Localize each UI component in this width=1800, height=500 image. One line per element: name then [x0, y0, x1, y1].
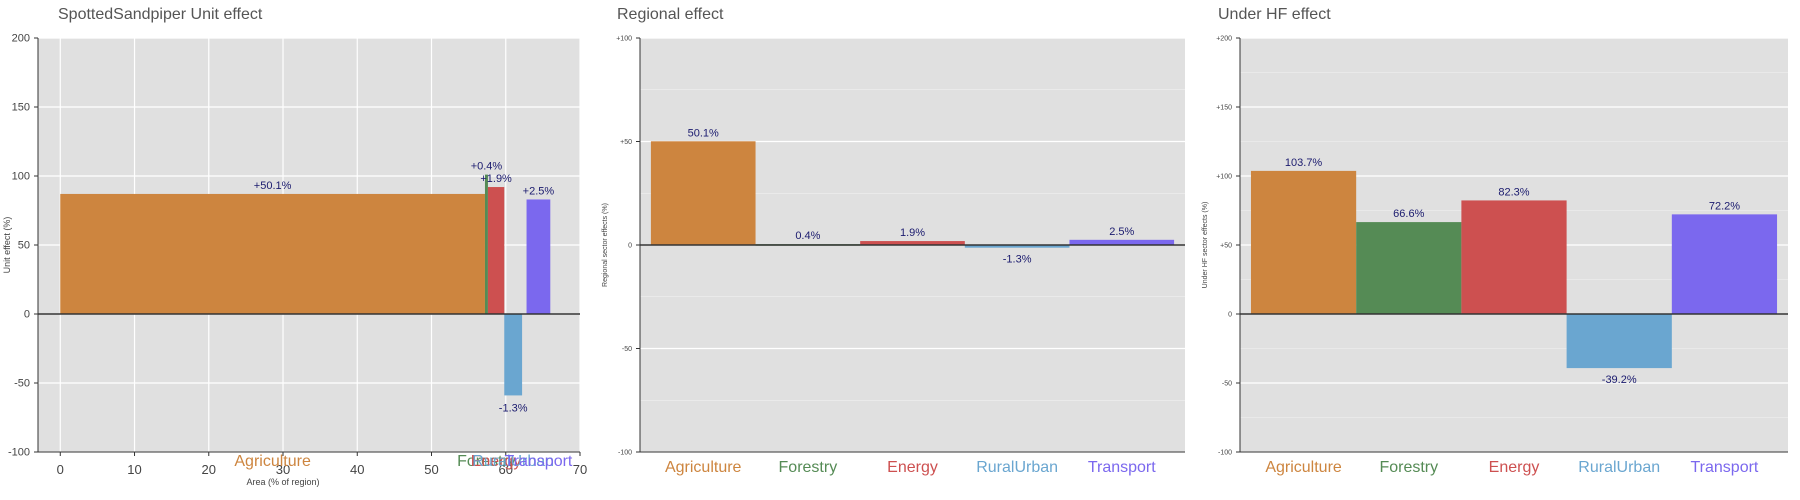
x-tick-label: 30 — [276, 462, 290, 477]
data-label-agriculture: 50.1% — [688, 127, 719, 139]
bar-agriculture — [1250, 170, 1357, 314]
y-tick-label: 150 — [12, 102, 30, 114]
data-label-energy: 1.9% — [900, 227, 925, 239]
bar-transport — [1069, 239, 1175, 245]
x-tick-label: 40 — [350, 462, 364, 477]
bar-ruralurban — [1566, 314, 1672, 369]
x-tick-label: 0 — [57, 462, 64, 477]
x-tick-label: 60 — [499, 462, 513, 477]
y-tick-label: -100 — [618, 449, 632, 456]
x-tick-label: 10 — [127, 462, 141, 477]
category-label-transport: Transport — [1690, 459, 1758, 476]
data-label-transport: +2.5% — [523, 185, 555, 197]
bar-agriculture — [60, 193, 485, 314]
data-label-ruralurban: -1.3% — [1003, 254, 1032, 266]
category-label-ruralurban: RuralUrban — [1578, 459, 1660, 476]
bar-ruralurban — [504, 314, 523, 396]
category-label-ruralurban: RuralUrban — [472, 453, 554, 470]
y-tick-label: +100 — [616, 35, 632, 42]
data-label-energy: +1.9% — [480, 173, 512, 185]
y-tick-label: -50 — [1222, 380, 1232, 387]
data-label-transport: 72.2% — [1709, 200, 1740, 212]
category-label-energy: Energy — [471, 453, 522, 470]
y-axis-title: Regional sector effects (%) — [602, 203, 609, 287]
data-label-transport: 2.5% — [1109, 226, 1134, 238]
y-tick-label: +150 — [1216, 104, 1232, 111]
y-tick-label: 0 — [628, 242, 632, 249]
y-tick-label: 0 — [24, 309, 30, 321]
data-label-forestry: +0.4% — [471, 161, 503, 173]
bar-agriculture — [650, 141, 756, 245]
category-label-forestry: Forestry — [779, 459, 838, 476]
unit-effect-panel: SpottedSandpiper Unit effect -100 -50 0 50 1… — [2, 6, 587, 487]
data-label-ruralurban: -1.3% — [499, 402, 528, 414]
y-tick-label: +50 — [1220, 242, 1232, 249]
x-axis-title: Area (% of region) — [246, 477, 319, 487]
y-axis-title: Under HF sector effects (%) — [1202, 202, 1209, 289]
data-label-ruralurban: -39.2% — [1602, 374, 1637, 386]
bar-ruralurban — [964, 245, 1070, 248]
bar-energy — [1461, 200, 1567, 314]
x-tick-label: 70 — [573, 462, 587, 477]
category-label-agriculture: Agriculture — [234, 453, 311, 470]
data-label-agriculture: 103.7% — [1285, 157, 1323, 169]
unit-effect-title: SpottedSandpiper Unit effect — [58, 6, 263, 23]
y-axis-title: Unit effect (%) — [2, 217, 12, 274]
bar-forestry — [484, 174, 488, 314]
bar-forestry — [1356, 222, 1462, 314]
y-tick-label: 0 — [1228, 311, 1232, 318]
y-tick-label: -100 — [8, 447, 30, 459]
regional-effect-panel: Regional effect -100 -50 0 +50 +100 50.1% Agri… — [602, 6, 1185, 476]
y-tick-label: 200 — [12, 33, 30, 45]
y-tick-label: -50 — [622, 346, 632, 353]
y-tick-label: +100 — [1216, 173, 1232, 180]
x-tick-label: 50 — [424, 462, 438, 477]
bar-energy — [860, 241, 965, 245]
data-label-agriculture: +50.1% — [254, 180, 292, 192]
data-label-forestry: 0.4% — [795, 230, 820, 242]
bar-energy — [487, 187, 505, 314]
y-tick-label: 50 — [18, 240, 30, 252]
data-label-forestry: 66.6% — [1393, 208, 1424, 220]
category-label-energy: Energy — [1489, 459, 1540, 476]
y-tick-label: -50 — [14, 378, 30, 390]
category-label-transport: Transport — [1088, 459, 1156, 476]
y-tick-label: +200 — [1216, 35, 1232, 42]
x-tick-label: 20 — [202, 462, 216, 477]
bar-transport — [526, 199, 551, 314]
y-tick-label: 100 — [12, 171, 30, 183]
category-label-transport: Transport — [504, 453, 572, 470]
category-label-agriculture: Agriculture — [1265, 459, 1342, 476]
data-label-energy: 82.3% — [1498, 186, 1529, 198]
under-hf-effect-panel: Under HF effect -100 -50 0 +50 +100 +150 +200 1… — [1202, 6, 1788, 476]
category-label-forestry: Forestry — [457, 453, 516, 470]
category-label-forestry: Forestry — [1379, 459, 1438, 476]
y-tick-label: -100 — [1218, 449, 1232, 456]
under-hf-effect-title: Under HF effect — [1218, 6, 1331, 23]
y-tick-label: +50 — [620, 139, 632, 146]
category-label-ruralurban: RuralUrban — [976, 459, 1058, 476]
category-label-energy: Energy — [887, 459, 938, 476]
category-label-agriculture: Agriculture — [665, 459, 742, 476]
bar-transport — [1671, 214, 1778, 314]
regional-effect-title: Regional effect — [617, 6, 724, 23]
